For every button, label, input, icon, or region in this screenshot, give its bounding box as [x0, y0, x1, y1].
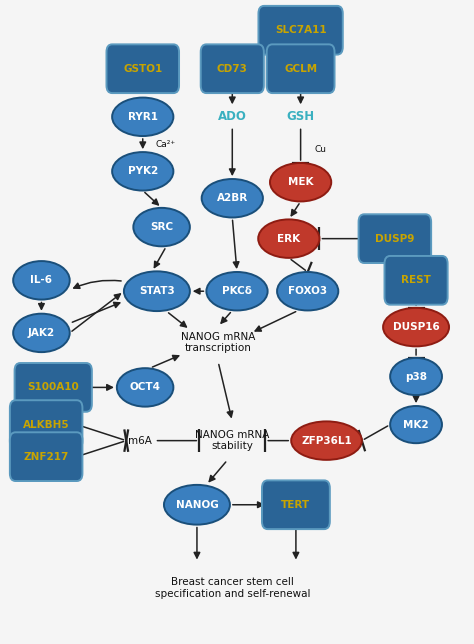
Text: m6A: m6A [128, 435, 152, 446]
Ellipse shape [124, 271, 190, 311]
Text: ZFP36L1: ZFP36L1 [301, 435, 352, 446]
Text: A2BR: A2BR [217, 193, 248, 204]
Text: NANOG mRNA
transcription: NANOG mRNA transcription [181, 332, 255, 354]
Text: SRC: SRC [150, 222, 173, 232]
Text: ALKBH5: ALKBH5 [23, 420, 70, 430]
Text: CD73: CD73 [217, 64, 248, 73]
FancyBboxPatch shape [358, 214, 431, 263]
Text: GSH: GSH [287, 110, 315, 123]
Text: Breast cancer stem cell
specification and self-renewal: Breast cancer stem cell specification an… [155, 577, 310, 599]
Text: MEK: MEK [288, 177, 313, 187]
Ellipse shape [383, 308, 449, 346]
Ellipse shape [390, 358, 442, 395]
Text: ZNF217: ZNF217 [24, 451, 69, 462]
Text: NANOG mRNA
stability: NANOG mRNA stability [195, 430, 270, 451]
Ellipse shape [117, 368, 173, 406]
Text: JAK2: JAK2 [28, 328, 55, 338]
Text: GCLM: GCLM [284, 64, 317, 73]
Text: Ca²⁺: Ca²⁺ [156, 140, 176, 149]
Ellipse shape [277, 272, 338, 310]
Ellipse shape [13, 314, 70, 352]
FancyBboxPatch shape [262, 480, 330, 529]
Text: FOXO3: FOXO3 [288, 286, 327, 296]
Text: SLC7A11: SLC7A11 [275, 25, 327, 35]
Ellipse shape [13, 261, 70, 299]
Ellipse shape [390, 406, 442, 443]
Ellipse shape [133, 208, 190, 247]
Ellipse shape [201, 179, 263, 218]
Text: S100A10: S100A10 [27, 383, 79, 392]
Text: ERK: ERK [277, 234, 301, 243]
Text: DUSP9: DUSP9 [375, 234, 415, 243]
Ellipse shape [112, 98, 173, 136]
Ellipse shape [164, 485, 230, 525]
Text: Cu: Cu [315, 145, 327, 154]
Text: p38: p38 [405, 372, 427, 381]
Ellipse shape [270, 163, 331, 202]
Text: PKCδ: PKCδ [222, 286, 252, 296]
FancyBboxPatch shape [107, 44, 179, 93]
Text: IL-6: IL-6 [30, 276, 53, 285]
FancyBboxPatch shape [267, 44, 335, 93]
FancyBboxPatch shape [201, 44, 264, 93]
Text: RYR1: RYR1 [128, 112, 158, 122]
FancyBboxPatch shape [384, 256, 447, 305]
Text: NANOG: NANOG [175, 500, 219, 510]
Text: PYK2: PYK2 [128, 166, 158, 176]
Ellipse shape [291, 421, 362, 460]
Text: STAT3: STAT3 [139, 286, 175, 296]
Ellipse shape [206, 272, 268, 310]
Text: ADO: ADO [218, 110, 247, 123]
FancyBboxPatch shape [258, 6, 343, 55]
Text: OCT4: OCT4 [129, 383, 161, 392]
FancyBboxPatch shape [10, 400, 82, 449]
Ellipse shape [258, 220, 319, 258]
FancyBboxPatch shape [15, 363, 92, 412]
Text: GSTO1: GSTO1 [123, 64, 163, 73]
Text: DUSP16: DUSP16 [392, 322, 439, 332]
Text: MK2: MK2 [403, 420, 429, 430]
Text: REST: REST [401, 276, 431, 285]
Text: TERT: TERT [282, 500, 310, 510]
Ellipse shape [112, 152, 173, 191]
FancyBboxPatch shape [10, 432, 82, 481]
